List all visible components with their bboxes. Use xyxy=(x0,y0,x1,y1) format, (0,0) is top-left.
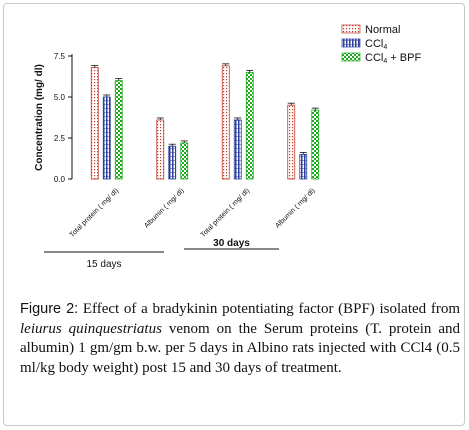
caption-text-1: Effect of a bradykinin potentiating fact… xyxy=(78,301,460,317)
bar xyxy=(221,65,230,180)
legend-swatch-normal xyxy=(341,24,361,34)
bar xyxy=(245,72,254,180)
y-tick-label: 0.0 xyxy=(54,175,66,184)
bar xyxy=(287,104,296,180)
y-axis-title: Concentration (mg/ dl) xyxy=(34,64,45,171)
bar xyxy=(90,67,99,180)
bar-chart: 0.0 2.5 5.0 7.5 Concentration (mg/ dl) Total … xyxy=(34,24,421,270)
x-tick-label: Albumin ( mg/ dl) xyxy=(274,187,316,229)
legend-label-normal: Normal xyxy=(365,24,400,36)
legend-item-normal: Normal xyxy=(341,24,400,36)
legend-item-ccl4: CCl4 xyxy=(341,38,387,51)
y-tick-label: 7.5 xyxy=(54,52,66,61)
group-label: 30 days xyxy=(213,238,250,249)
bar xyxy=(311,109,320,180)
legend-label-ccl4: CCl4 xyxy=(365,38,387,51)
legend-item-bpf: CCl4 + BPF xyxy=(341,52,421,65)
legend-swatch-ccl4 xyxy=(341,38,361,48)
bar xyxy=(299,153,308,180)
legend-label-bpf: CCl4 + BPF xyxy=(365,52,421,65)
figure-frame: 0.0 2.5 5.0 7.5 Concentration (mg/ dl) Total … xyxy=(3,3,465,426)
bar xyxy=(114,80,123,180)
caption-species: leiurus quinquestriatus xyxy=(20,320,162,337)
x-tick-label: Total protein ( mg/ dl) xyxy=(200,187,251,238)
x-tick-label: Albumin ( mg/ dl) xyxy=(143,187,185,229)
caption-text-2: venom on the Serum proteins (T. protein … xyxy=(20,320,461,376)
bar xyxy=(168,145,177,180)
y-tick-label: 5.0 xyxy=(54,93,66,102)
bar xyxy=(180,142,189,180)
figure-label: Figure 2: xyxy=(20,301,79,317)
bar xyxy=(233,119,242,180)
y-tick-label: 2.5 xyxy=(54,134,66,143)
legend-swatch-bpf xyxy=(341,52,361,62)
group-label: 15 days xyxy=(86,259,121,270)
legend: Normal CCl4 CCl4 + BPF xyxy=(341,24,421,65)
figure-caption: Figure 2: Effect of a bradykinin potenti… xyxy=(20,300,460,378)
bar xyxy=(102,96,111,180)
x-tick-label: Total protein ( mg/ dl) xyxy=(69,187,120,238)
bar xyxy=(156,119,165,180)
